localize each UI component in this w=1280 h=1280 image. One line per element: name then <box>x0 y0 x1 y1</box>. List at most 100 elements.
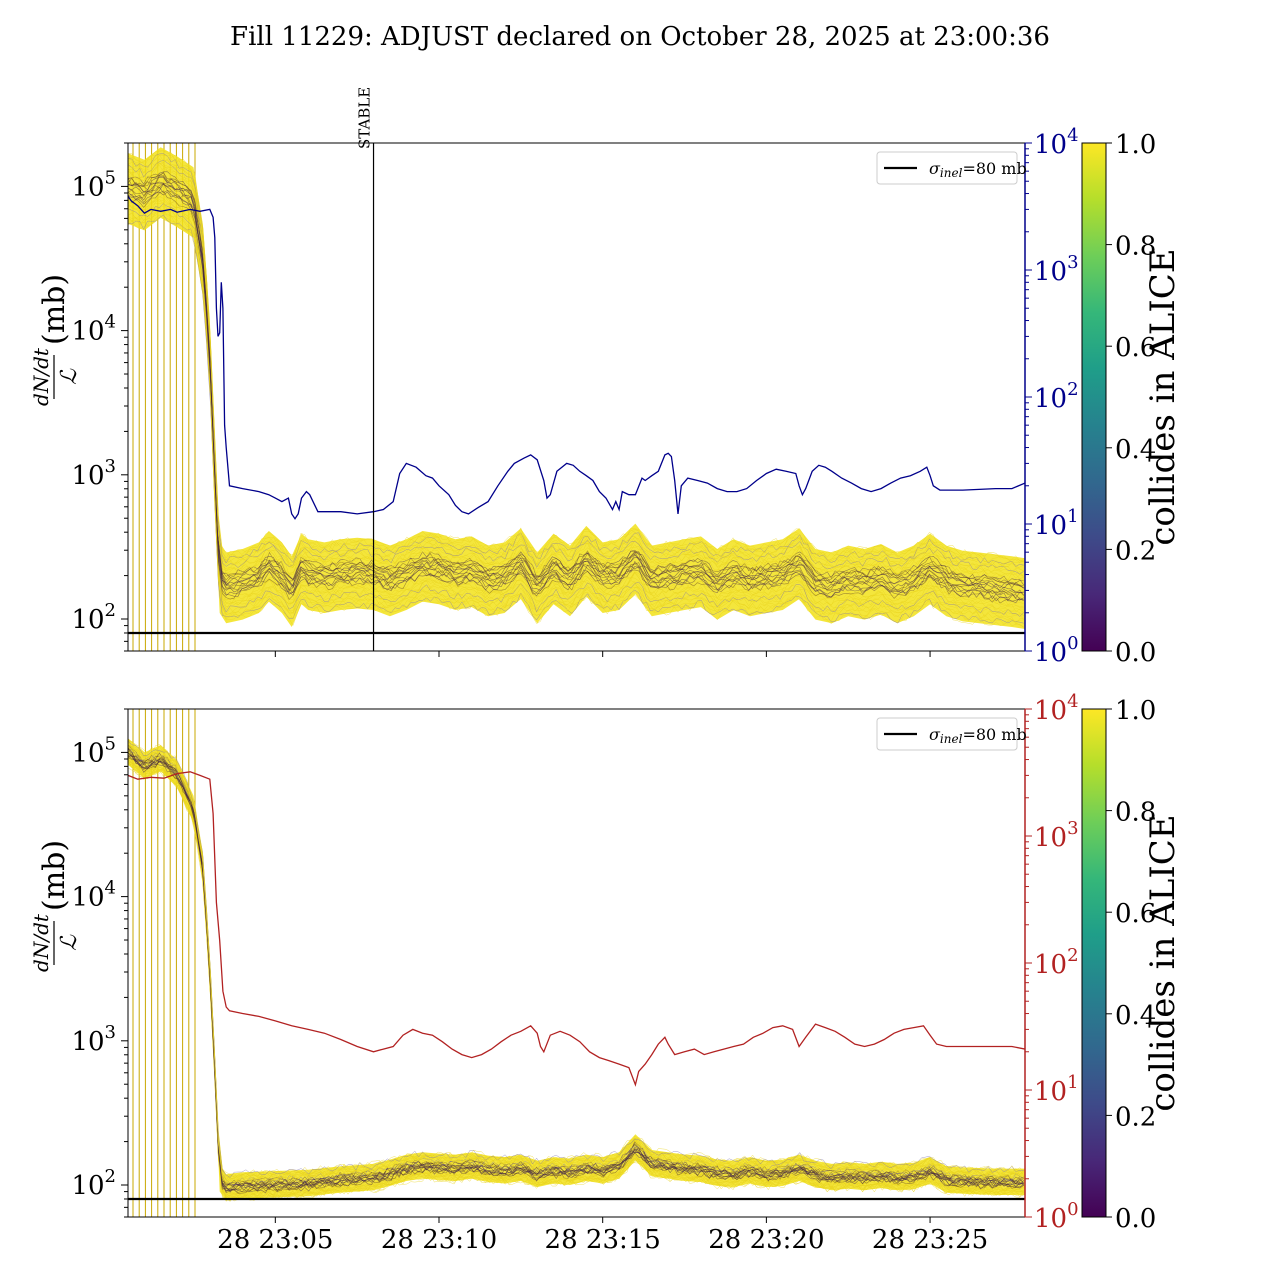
bunch-trace <box>128 162 1024 578</box>
stable-annotation-label: STABLE <box>356 87 374 149</box>
left-tick-label: 102 <box>71 1166 116 1201</box>
bunch-trace <box>128 755 1024 1193</box>
x-tick-label: 28 23:05 <box>217 1225 333 1255</box>
bunch-trace <box>128 153 1024 567</box>
bunch-trace <box>128 758 1024 1198</box>
bunch-trace <box>128 749 1024 1193</box>
bunch-trace <box>128 191 1024 608</box>
bunch-trace <box>128 749 1024 1186</box>
right-tick-label: 103 <box>1034 252 1079 287</box>
right-tick-label: 100 <box>1034 633 1079 668</box>
bunch-trace <box>128 172 1024 586</box>
bunch-trace <box>128 182 1024 599</box>
bunch-trace <box>128 740 1024 1178</box>
bunch-trace <box>128 757 1024 1194</box>
secondary-series-line <box>128 771 1025 1087</box>
y-label-numerator: dN/dt <box>29 347 53 406</box>
bunch-trace <box>128 761 1024 1199</box>
bunch-trace <box>128 755 1024 1197</box>
bunch-trace <box>128 761 1024 1197</box>
left-tick-label: 103 <box>71 456 116 491</box>
left-tick-label: 102 <box>71 600 116 635</box>
y-label-unit: (mb) <box>37 840 72 911</box>
y-label-numerator: dN/dt <box>29 913 53 972</box>
bunch-trace <box>128 738 1024 1180</box>
colorbar-tick-label: 0.6 <box>1115 333 1156 363</box>
colorbar: 0.0 0.2 0.4 0.6 0.8 1.0 collides in ALICE <box>1081 130 1183 668</box>
right-tick-label: 102 <box>1034 945 1079 980</box>
x-tick-label: 28 23:15 <box>545 1225 661 1255</box>
bunch-trace <box>128 741 1024 1181</box>
bunch-trace <box>128 186 1024 602</box>
legend-box <box>876 151 1018 185</box>
bunch-trace <box>128 760 1024 1202</box>
x-tick-label: 28 23:25 <box>872 1225 988 1255</box>
left-tick-label: 104 <box>71 878 116 913</box>
bunch-trace <box>128 760 1024 1201</box>
figure-title: Fill 11229: ADJUST declared on October 2… <box>230 22 1050 52</box>
right-tick-label: 101 <box>1034 1072 1079 1107</box>
bunch-trace <box>128 150 1024 564</box>
right-tick-label: 102 <box>1034 379 1079 414</box>
right-tick-label: 101 <box>1034 506 1079 541</box>
bunch-trace <box>128 752 1024 1194</box>
y-label-denominator: ℒ <box>57 934 82 951</box>
bunch-trace <box>128 158 1024 572</box>
bunch-trace <box>128 159 1024 575</box>
right-tick-label: 104 <box>1034 691 1079 726</box>
legend-box <box>876 717 1018 751</box>
panel-top: STABLE 102 103 104 105 100 101 102 103 104 dN/dt ℒ (… <box>29 87 1183 668</box>
bunch-trace <box>128 192 1024 606</box>
legend-label: σinel=80 mb <box>929 725 1027 746</box>
y-label-denominator: ℒ <box>57 368 82 385</box>
bunch-trace <box>128 183 1024 601</box>
colorbar-tick-label: 0.4 <box>1115 1001 1156 1031</box>
bunch-trace <box>128 741 1024 1185</box>
bunch-trace <box>128 167 1024 582</box>
bunch-trace <box>128 763 1024 1202</box>
bunch-trace <box>128 190 1024 604</box>
left-tick-label: 103 <box>71 1022 116 1057</box>
bunch-trace <box>128 162 1024 577</box>
bunch-trace <box>128 171 1024 586</box>
right-tick-label: 100 <box>1034 1199 1079 1234</box>
colorbar-gradient <box>1081 708 1107 1218</box>
legend-label: σinel=80 mb <box>929 159 1027 180</box>
bunch-trace <box>128 174 1024 589</box>
bunch-trace <box>128 754 1024 1196</box>
bunch-trace <box>128 744 1024 1186</box>
bunch-trace <box>128 209 1024 625</box>
plot-area <box>128 709 1025 1217</box>
bunch-trace <box>128 752 1024 1192</box>
bunch-trace <box>128 744 1024 1186</box>
colorbar-tick-label: 0.0 <box>1115 638 1156 668</box>
bunch-trace <box>128 756 1024 1197</box>
y-axis-label: dN/dt ℒ (mb) <box>29 274 82 406</box>
bunch-trace <box>128 759 1024 1198</box>
bunch-trace <box>128 210 1024 627</box>
bunch-trace <box>128 767 1024 1202</box>
bunch-trace <box>128 748 1024 1189</box>
colorbar-tick-label: 1.0 <box>1115 696 1156 726</box>
left-tick-label: 105 <box>71 733 116 768</box>
bunch-trace <box>128 747 1024 1188</box>
bunch-trace <box>128 202 1024 616</box>
bunch-trace <box>128 163 1024 580</box>
bunch-trace <box>128 738 1024 1180</box>
colorbar: 0.0 0.2 0.4 0.6 0.8 1.0 collides in ALICE <box>1081 696 1183 1234</box>
panel-bottom: 102 103 104 105 100 101 102 103 104 28 23:05 28 23… <box>29 691 1183 1255</box>
colorbar-tick-label: 1.0 <box>1115 130 1156 160</box>
bunch-trace <box>128 184 1024 596</box>
bunch-trace <box>128 176 1024 589</box>
bunch-trace <box>128 165 1024 581</box>
colorbar-tick-label: 0.2 <box>1115 1102 1156 1132</box>
bunch-trace <box>128 758 1024 1196</box>
colorbar-label: collides in ALICE <box>1143 248 1183 545</box>
bunch-trace <box>128 205 1024 617</box>
bunch-trace <box>128 737 1024 1179</box>
bunch-trace <box>128 754 1024 1194</box>
colorbar-label: collides in ALICE <box>1143 814 1183 1111</box>
